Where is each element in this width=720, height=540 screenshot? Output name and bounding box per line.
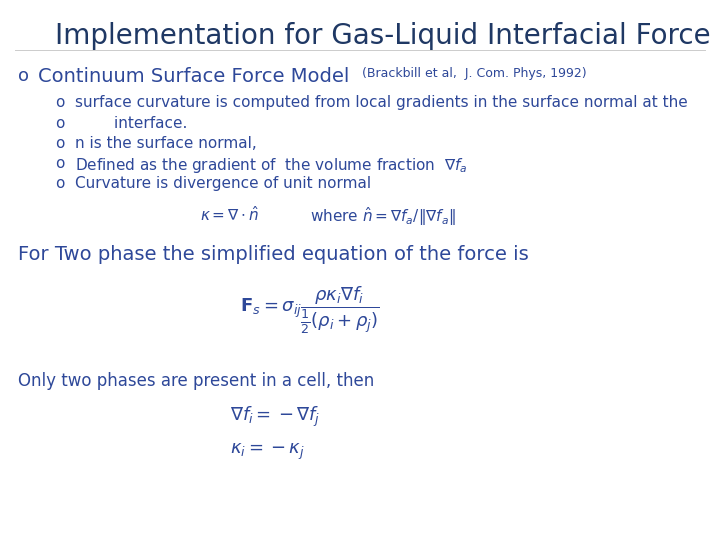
Text: where $\hat{n} = \nabla f_a / \|\nabla f_a\|$: where $\hat{n} = \nabla f_a / \|\nabla f… — [310, 205, 456, 228]
Text: o: o — [55, 95, 64, 110]
Text: $\mathbf{F}_s = \sigma_{ij} \dfrac{\rho \kappa_i \nabla f_i}{\frac{1}{2}(\rho_i : $\mathbf{F}_s = \sigma_{ij} \dfrac{\rho … — [240, 285, 380, 336]
Text: o: o — [55, 136, 64, 151]
Text: o: o — [55, 156, 64, 171]
Text: interface.: interface. — [75, 116, 187, 131]
Text: $\kappa_i = -\kappa_j$: $\kappa_i = -\kappa_j$ — [230, 442, 305, 462]
Text: surface curvature is computed from local gradients in the surface normal at the: surface curvature is computed from local… — [75, 95, 688, 110]
Text: $\kappa = \nabla \cdot \hat{n}$: $\kappa = \nabla \cdot \hat{n}$ — [200, 205, 259, 224]
Text: o: o — [55, 176, 64, 191]
Text: $\nabla f_i = -\nabla f_j$: $\nabla f_i = -\nabla f_j$ — [230, 405, 320, 429]
Text: (Brackbill et al,  J. Com. Phys, 1992): (Brackbill et al, J. Com. Phys, 1992) — [362, 67, 587, 80]
Text: o: o — [55, 116, 64, 131]
Text: n is the surface normal,: n is the surface normal, — [75, 136, 257, 151]
Text: Only two phases are present in a cell, then: Only two phases are present in a cell, t… — [18, 372, 374, 390]
Text: Implementation for Gas-Liquid Interfacial Force: Implementation for Gas-Liquid Interfacia… — [55, 22, 711, 50]
Text: o: o — [18, 67, 29, 85]
Text: Continuum Surface Force Model: Continuum Surface Force Model — [38, 67, 349, 86]
Text: Defined as the gradient of  the volume fraction  $\nabla f_a$: Defined as the gradient of the volume fr… — [75, 156, 468, 175]
Text: For Two phase the simplified equation of the force is: For Two phase the simplified equation of… — [18, 245, 528, 264]
Text: Curvature is divergence of unit normal: Curvature is divergence of unit normal — [75, 176, 371, 191]
